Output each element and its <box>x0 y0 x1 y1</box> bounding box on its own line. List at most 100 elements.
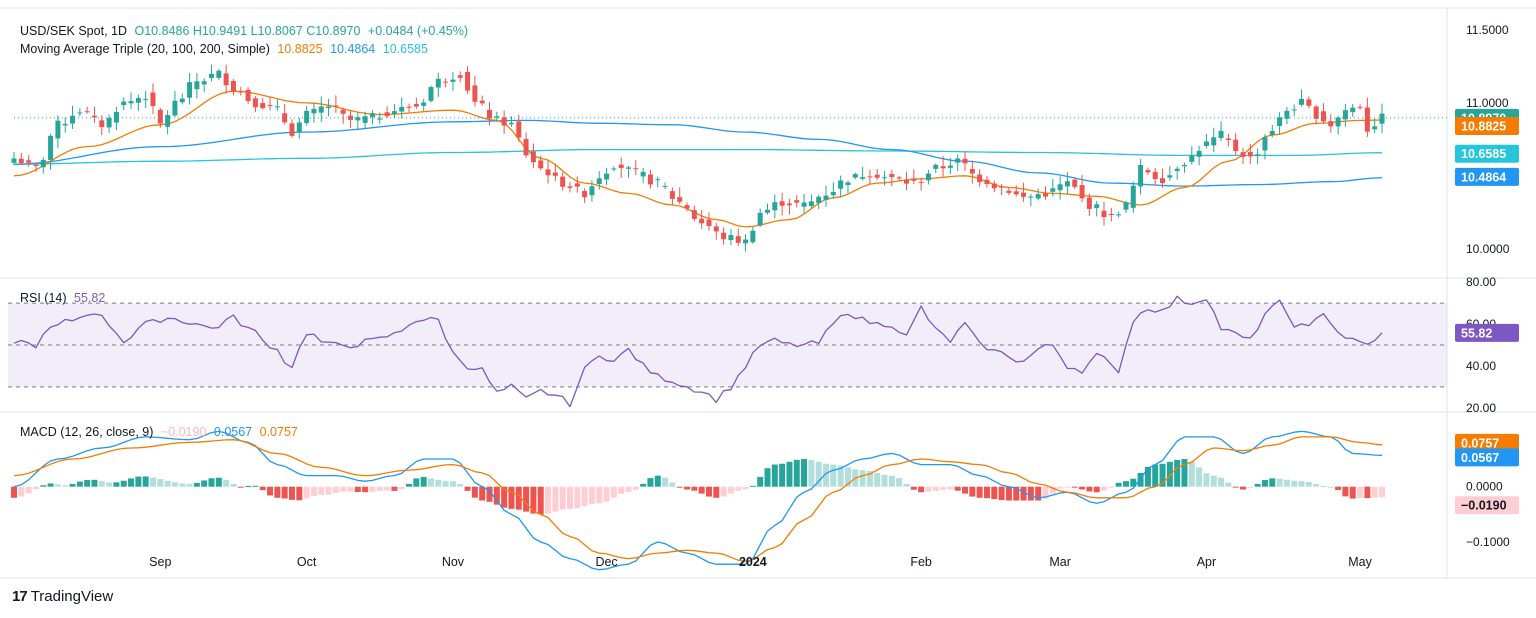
candle-body <box>143 98 149 100</box>
candle-body <box>1350 107 1356 113</box>
candle-body <box>662 186 668 188</box>
rsi-tick-label: 80.00 <box>1466 275 1496 289</box>
candle-body <box>545 169 551 176</box>
macd-tick-label: −0.1000 <box>1466 535 1510 549</box>
time-tick-label: Mar <box>1049 555 1071 569</box>
macd-line-tag: 0.0567 <box>1461 451 1499 465</box>
macd-histogram-bar <box>640 483 647 487</box>
candle-body <box>311 108 317 114</box>
macd-histogram-bar <box>610 486 617 498</box>
macd-histogram-bar <box>969 486 976 497</box>
candle-body <box>757 212 763 226</box>
macd-histogram-bar <box>406 483 413 487</box>
candle-body <box>1145 170 1151 173</box>
macd-histogram-bar <box>128 478 135 487</box>
macd-histogram-bar <box>281 486 288 499</box>
candle-body <box>1284 110 1290 119</box>
macd-histogram-bar <box>515 486 522 510</box>
macd-histogram-bar <box>1101 486 1108 491</box>
macd-label[interactable]: MACD (12, 26, close, 9) <box>20 425 154 439</box>
candle-body <box>33 164 39 167</box>
macd-histogram-bar <box>1174 459 1181 487</box>
candle-body <box>362 116 368 123</box>
macd-histogram-bar <box>1137 472 1144 487</box>
candle-body <box>669 191 675 199</box>
candle-body <box>384 112 390 117</box>
candle-body <box>399 106 405 112</box>
macd-histogram-bar <box>1305 481 1312 487</box>
macd-histogram-bar <box>1159 463 1166 487</box>
macd-histogram-bar <box>632 486 639 490</box>
rsi-tag-bg <box>1455 323 1519 342</box>
macd-histogram-bar <box>669 482 676 487</box>
candle-body <box>1086 197 1092 209</box>
candle-body <box>1372 126 1378 130</box>
candle-body <box>786 203 792 206</box>
rsi-tick-label: 40.00 <box>1466 359 1496 373</box>
ohlc-change: +0.0484 (+0.45%) <box>367 24 468 38</box>
candle-body <box>933 164 939 169</box>
candle-body <box>435 78 441 88</box>
macd-histogram-bar <box>837 465 844 487</box>
rsi-label[interactable]: RSI (14) <box>20 291 67 305</box>
candle-body <box>750 230 756 243</box>
candle-body <box>1342 110 1348 120</box>
macd-histogram-bar <box>1196 467 1203 487</box>
candle-body <box>845 182 851 186</box>
candle-body <box>706 219 712 227</box>
candle-body <box>1218 130 1224 139</box>
ma20-tag: 10.8825 <box>1461 120 1506 134</box>
candle-body <box>1006 190 1012 193</box>
macd-histogram-bar <box>705 486 712 497</box>
macd-histogram-bar <box>925 486 932 492</box>
candle-body <box>62 123 68 126</box>
macd-histogram-bar <box>1240 486 1247 490</box>
macd-histogram-bar <box>1254 483 1261 487</box>
macd-histogram-bar <box>98 481 105 487</box>
tradingview-brand[interactable]: 17 TradingView <box>12 588 113 605</box>
macd-histogram-bar <box>1166 461 1173 487</box>
candle-body <box>1116 214 1122 216</box>
macd-histogram-bar <box>991 486 998 500</box>
macd-histogram-bar <box>552 486 559 512</box>
macd-histogram-bar <box>976 486 983 498</box>
candle-body <box>647 174 653 185</box>
macd-histogram-bar <box>771 464 778 487</box>
macd-histogram-bar <box>581 486 588 507</box>
macd-histogram-bar <box>340 486 347 492</box>
rsi-pane <box>8 295 1447 408</box>
ma-legend: Moving Average Triple (20, 100, 200, Sim… <box>20 41 432 57</box>
candle-body <box>567 186 573 188</box>
macd-histogram-bar <box>1298 481 1305 487</box>
ma100-line <box>13 119 1383 187</box>
macd-histogram-bar <box>1057 486 1064 489</box>
macd-histogram-bar <box>1020 486 1027 501</box>
macd-hist-value: −0.0190 <box>160 425 207 439</box>
macd-histogram-bar <box>874 472 881 487</box>
macd-histogram-bar <box>1327 486 1334 488</box>
candle-body <box>157 109 163 124</box>
candle-body <box>413 104 419 107</box>
candle-body <box>940 166 946 169</box>
macd-hist-tag-bg <box>1455 496 1519 515</box>
candle-body <box>823 195 829 200</box>
macd-histogram-bar <box>369 486 376 492</box>
candle-body <box>230 81 236 92</box>
candle-body <box>443 81 449 83</box>
macd-histogram-bar <box>954 486 961 491</box>
macd-histogram-bar <box>1320 485 1327 487</box>
macd-histogram-bar <box>288 486 295 500</box>
candle-body <box>874 174 880 178</box>
candle-body <box>1174 168 1180 171</box>
ma-label[interactable]: Moving Average Triple (20, 100, 200, Sim… <box>20 42 270 56</box>
candle-body <box>187 82 193 98</box>
candle-body <box>925 173 931 181</box>
macd-histogram-bar <box>603 486 610 502</box>
macd-histogram-bar <box>69 483 76 487</box>
symbol-label[interactable]: USD/SEK Spot, 1D <box>20 24 127 38</box>
rsi-tick-label: 20.00 <box>1466 401 1496 415</box>
macd-histogram-bar <box>910 486 917 490</box>
macd-histogram-bar <box>866 470 873 487</box>
ma200-tag: 10.6585 <box>1461 147 1506 161</box>
rsi-line <box>13 295 1383 408</box>
